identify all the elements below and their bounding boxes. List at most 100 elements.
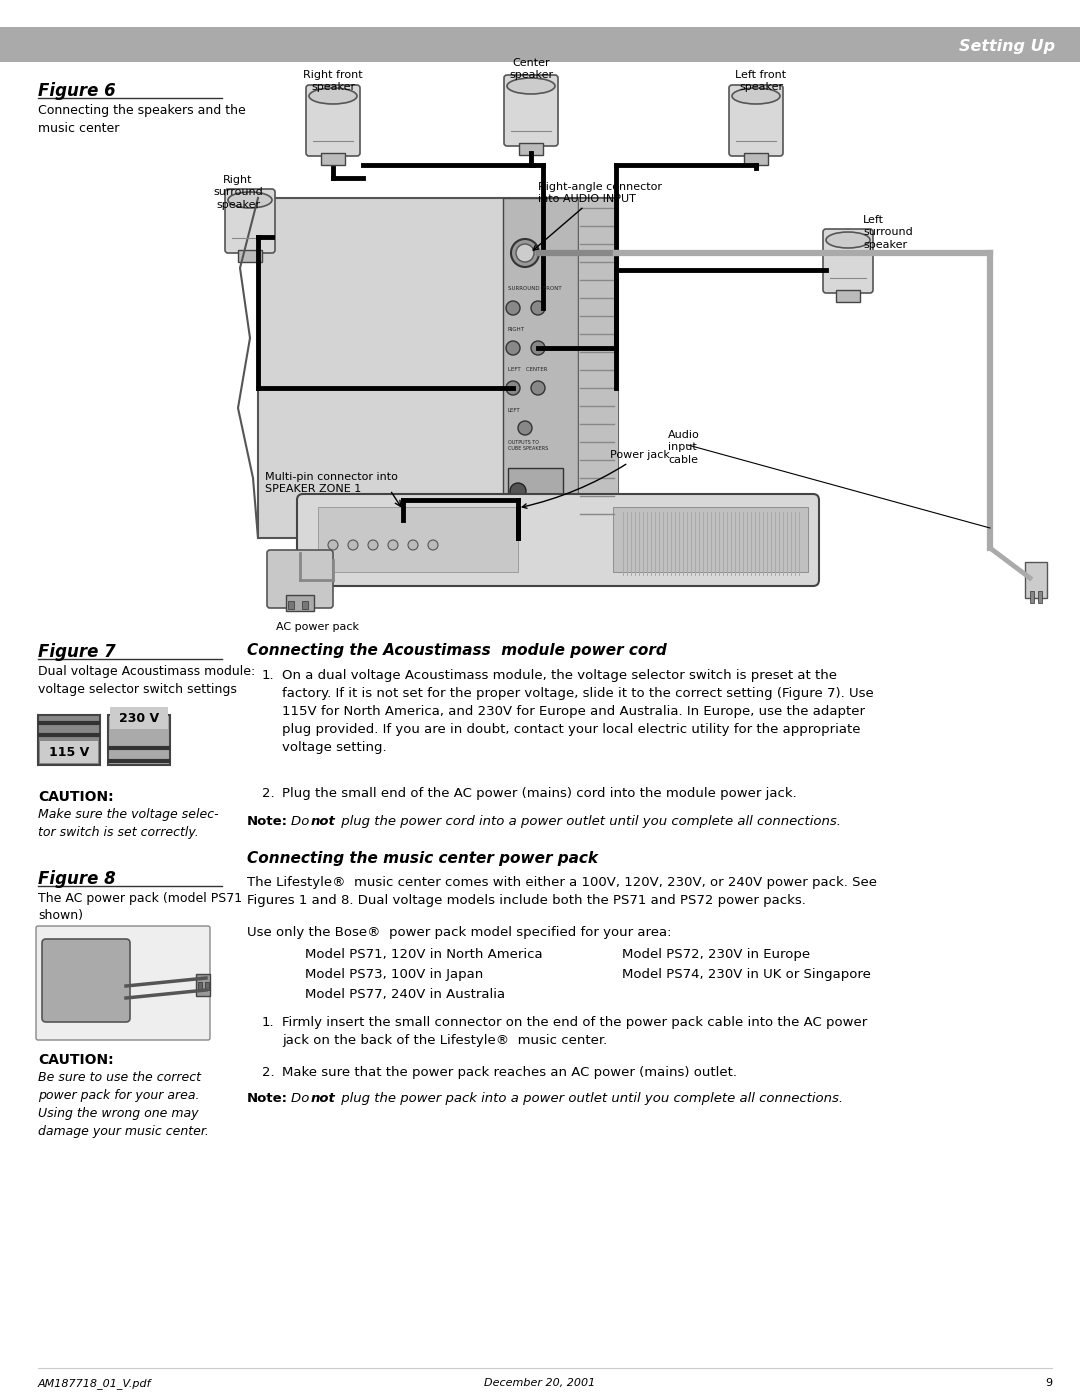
Text: Right
surround
speaker: Right surround speaker — [213, 175, 262, 210]
Ellipse shape — [507, 381, 519, 395]
Text: Make sure that the power pack reaches an AC power (mains) outlet.: Make sure that the power pack reaches an… — [282, 1066, 737, 1078]
Ellipse shape — [507, 78, 555, 94]
FancyBboxPatch shape — [267, 550, 333, 608]
Text: Make sure the voltage selec-
tor switch is set correctly.: Make sure the voltage selec- tor switch … — [38, 807, 218, 840]
FancyBboxPatch shape — [504, 75, 558, 147]
Ellipse shape — [368, 541, 378, 550]
Bar — [38, 715, 100, 766]
Text: Right-angle connector
into AUDIO INPUT: Right-angle connector into AUDIO INPUT — [534, 182, 662, 250]
Bar — [519, 142, 543, 155]
Ellipse shape — [531, 381, 545, 395]
Ellipse shape — [531, 300, 545, 314]
Text: Connecting the speakers and the
music center: Connecting the speakers and the music ce… — [38, 103, 246, 136]
Text: Figure 7: Figure 7 — [38, 643, 116, 661]
Ellipse shape — [516, 244, 534, 263]
Text: 1.: 1. — [262, 1016, 274, 1030]
Ellipse shape — [826, 232, 870, 249]
Text: Use only the Bose®  power pack model specified for your area:: Use only the Bose® power pack model spec… — [247, 926, 672, 939]
Bar — [110, 707, 168, 729]
Bar — [108, 715, 170, 766]
Text: Multi-pin connector into
SPEAKER ZONE 1: Multi-pin connector into SPEAKER ZONE 1 — [265, 472, 397, 495]
Text: Right front
speaker: Right front speaker — [303, 70, 363, 92]
Text: Power jack: Power jack — [523, 450, 670, 509]
Bar — [508, 468, 563, 509]
Text: SURROUND  FRONT: SURROUND FRONT — [508, 286, 562, 291]
Text: CAUTION:: CAUTION: — [38, 789, 113, 805]
Ellipse shape — [732, 88, 780, 103]
Text: Firmly insert the small connector on the end of the power pack cable into the AC: Firmly insert the small connector on the… — [282, 1016, 867, 1046]
Ellipse shape — [531, 341, 545, 355]
Bar — [198, 982, 202, 990]
Bar — [1025, 562, 1047, 598]
Bar — [0, 27, 1080, 61]
Text: OUTPUTS TO
CUBE SPEAKERS: OUTPUTS TO CUBE SPEAKERS — [508, 440, 549, 451]
Ellipse shape — [510, 483, 526, 499]
Text: not: not — [311, 814, 336, 828]
Bar — [321, 154, 345, 165]
Text: CAUTION:: CAUTION: — [38, 1053, 113, 1067]
Text: plug the power pack into a power outlet until you complete all connections.: plug the power pack into a power outlet … — [337, 1092, 843, 1105]
Bar — [578, 198, 618, 538]
Bar — [195, 974, 210, 996]
FancyBboxPatch shape — [36, 926, 210, 1039]
Text: RIGHT: RIGHT — [508, 327, 525, 332]
Text: Model PS72, 230V in Europe: Model PS72, 230V in Europe — [622, 949, 810, 961]
FancyBboxPatch shape — [729, 85, 783, 156]
Text: 9: 9 — [1044, 1377, 1052, 1389]
Text: The Lifestyle®  music center comes with either a 100V, 120V, 230V, or 240V power: The Lifestyle® music center comes with e… — [247, 876, 877, 907]
Text: The AC power pack (model PS71
shown): The AC power pack (model PS71 shown) — [38, 893, 242, 922]
Bar — [613, 507, 808, 571]
Ellipse shape — [328, 541, 338, 550]
Bar — [302, 601, 308, 609]
Text: LEFT   CENTER: LEFT CENTER — [508, 367, 548, 372]
Text: Connecting the music center power pack: Connecting the music center power pack — [247, 851, 598, 866]
Bar — [836, 291, 860, 302]
Text: 2.: 2. — [262, 1066, 274, 1078]
Ellipse shape — [408, 541, 418, 550]
Text: Audio
input
cable: Audio input cable — [669, 430, 700, 465]
Text: Dual voltage Acoustimass module:
voltage selector switch settings: Dual voltage Acoustimass module: voltage… — [38, 665, 255, 696]
Bar — [205, 982, 210, 990]
Text: Model PS77, 240V in Australia: Model PS77, 240V in Australia — [305, 988, 505, 1002]
Text: 230 V: 230 V — [119, 711, 159, 725]
Text: On a dual voltage Acoustimass module, the voltage selector switch is preset at t: On a dual voltage Acoustimass module, th… — [282, 669, 874, 754]
FancyBboxPatch shape — [297, 495, 819, 585]
Text: Plug the small end of the AC power (mains) cord into the module power jack.: Plug the small end of the AC power (main… — [282, 787, 797, 800]
Bar — [286, 595, 314, 610]
Text: Do: Do — [291, 1092, 313, 1105]
Bar — [40, 740, 98, 763]
Text: Model PS74, 230V in UK or Singapore: Model PS74, 230V in UK or Singapore — [622, 968, 870, 981]
Text: Note:: Note: — [247, 1092, 288, 1105]
Text: Be sure to use the correct
power pack for your area.
Using the wrong one may
dam: Be sure to use the correct power pack fo… — [38, 1071, 208, 1139]
Text: plug the power cord into a power outlet until you complete all connections.: plug the power cord into a power outlet … — [337, 814, 841, 828]
Text: December 20, 2001: December 20, 2001 — [484, 1377, 596, 1389]
Text: Figure 8: Figure 8 — [38, 870, 116, 888]
Bar — [258, 198, 618, 538]
Text: 1.: 1. — [262, 669, 274, 682]
Text: Left front
speaker: Left front speaker — [735, 70, 786, 92]
Ellipse shape — [388, 541, 399, 550]
Text: Center
speaker: Center speaker — [509, 59, 553, 81]
Text: 2.: 2. — [262, 787, 274, 800]
FancyBboxPatch shape — [823, 229, 873, 293]
Text: Figure 6: Figure 6 — [38, 82, 116, 101]
Ellipse shape — [228, 191, 272, 208]
Bar — [503, 198, 578, 538]
Bar — [288, 601, 294, 609]
FancyBboxPatch shape — [42, 939, 130, 1023]
Ellipse shape — [309, 88, 357, 103]
Bar — [318, 507, 518, 571]
Text: Do: Do — [291, 814, 313, 828]
Text: LEFT: LEFT — [508, 408, 521, 414]
Text: Model PS73, 100V in Japan: Model PS73, 100V in Japan — [305, 968, 483, 981]
Bar — [1038, 591, 1042, 604]
Ellipse shape — [507, 300, 519, 314]
Text: Setting Up: Setting Up — [959, 39, 1055, 54]
Text: not: not — [311, 1092, 336, 1105]
FancyBboxPatch shape — [225, 189, 275, 253]
Text: Model PS71, 120V in North America: Model PS71, 120V in North America — [305, 949, 542, 961]
Bar — [1030, 591, 1034, 604]
Text: Connecting the Acoustimass  module power cord: Connecting the Acoustimass module power … — [247, 643, 666, 658]
Text: AM187718_01_V.pdf: AM187718_01_V.pdf — [38, 1377, 151, 1389]
Bar — [744, 154, 768, 165]
